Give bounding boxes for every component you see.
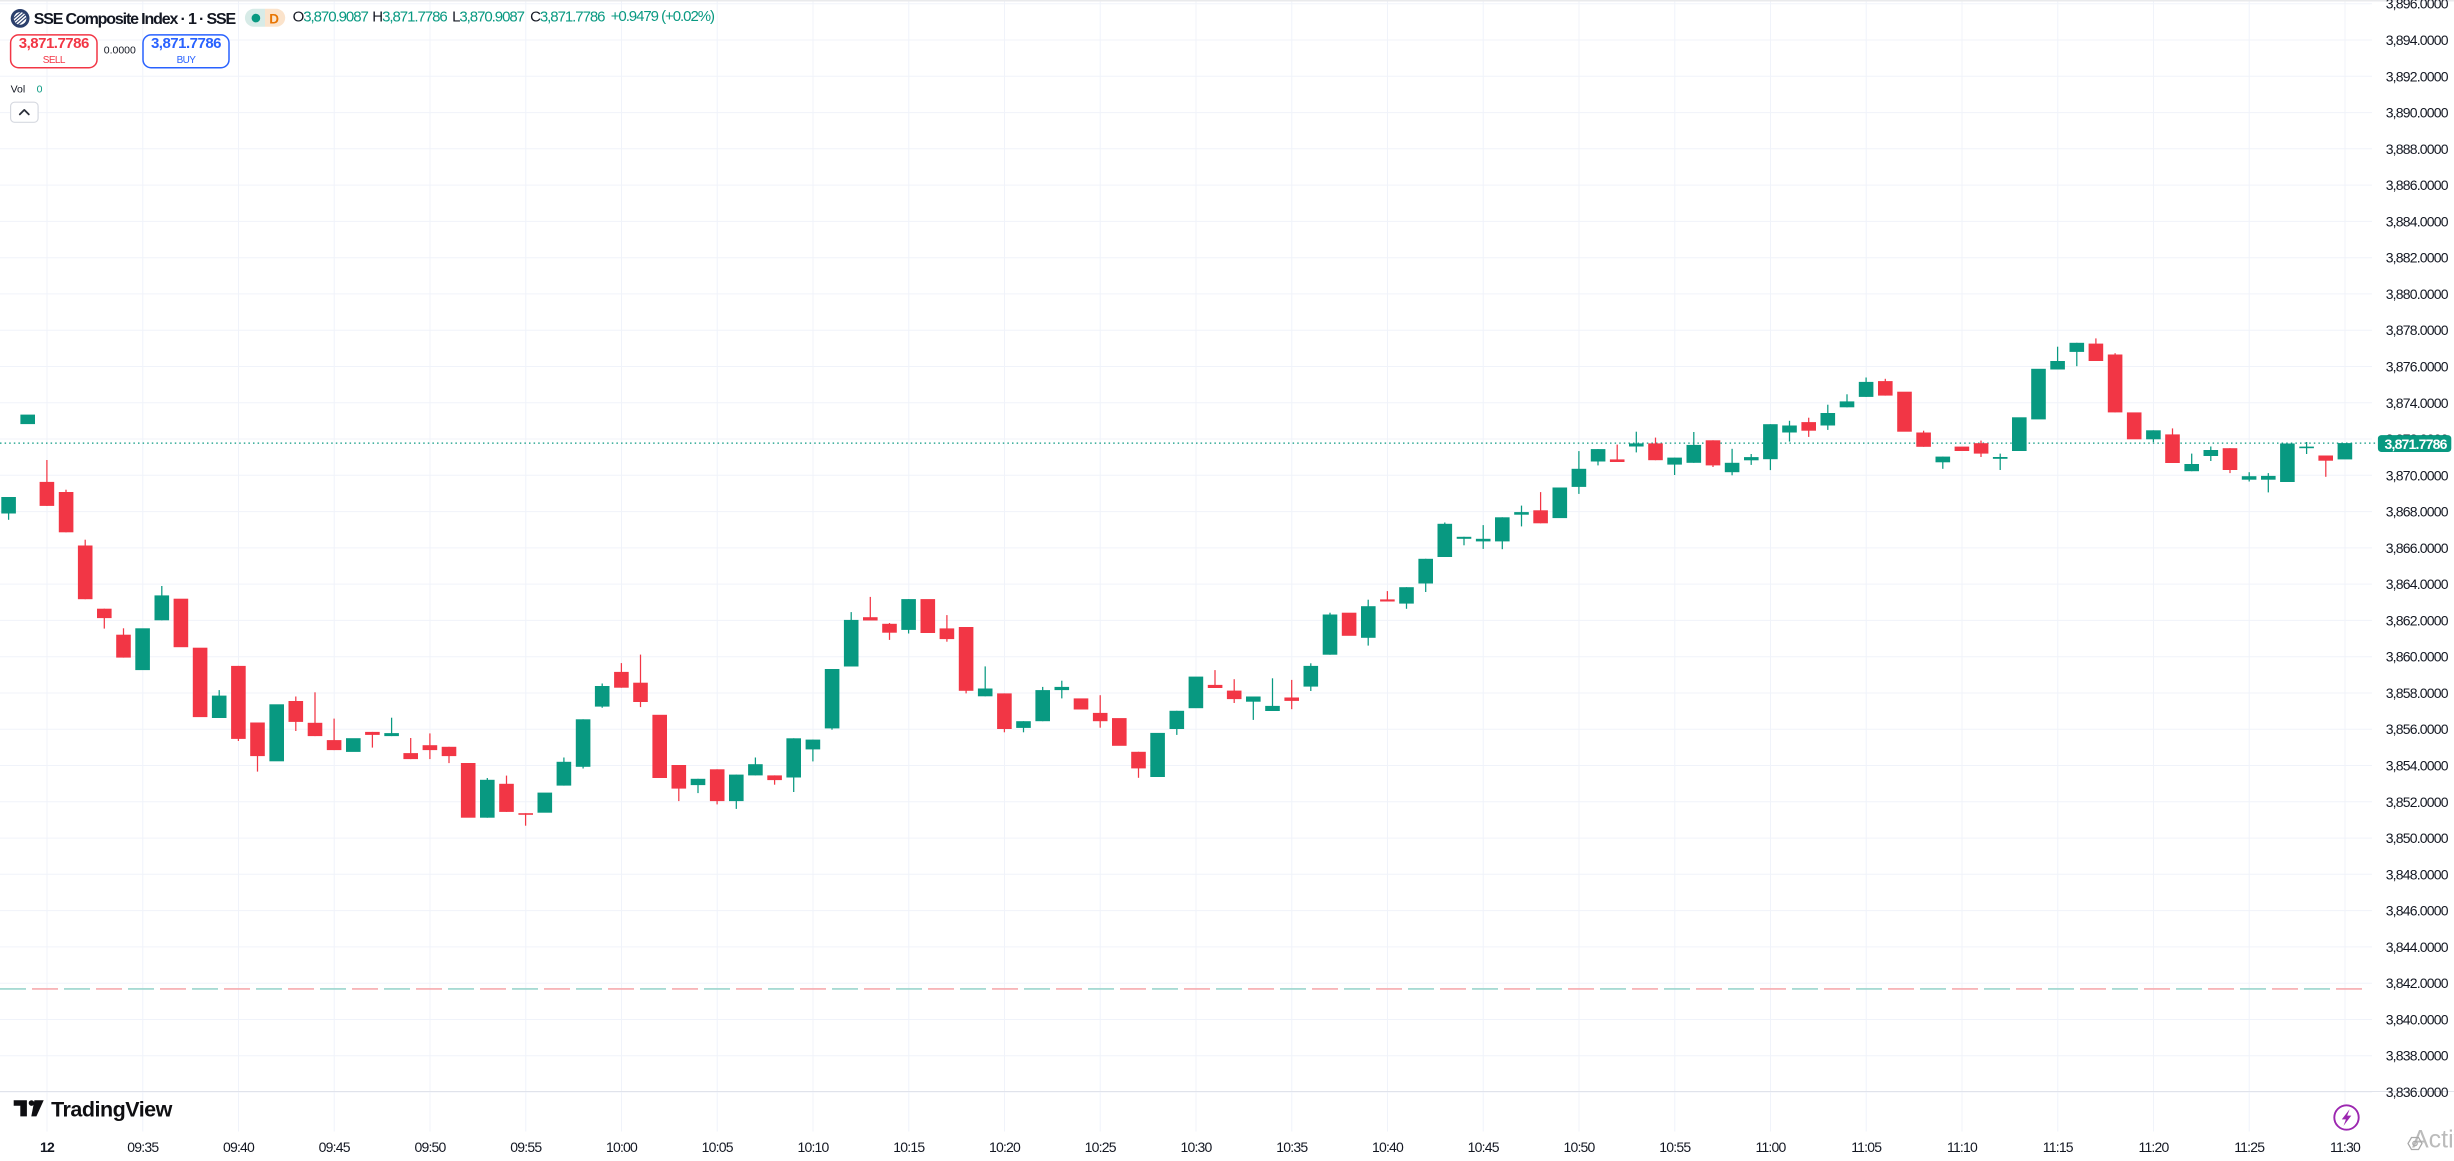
svg-text:09:40: 09:40 xyxy=(223,1139,255,1155)
svg-text:3,838.0000: 3,838.0000 xyxy=(2386,1048,2449,1064)
svg-text:D: D xyxy=(269,11,279,26)
svg-text:3,864.0000: 3,864.0000 xyxy=(2386,576,2449,592)
svg-text:3,852.0000: 3,852.0000 xyxy=(2386,794,2449,810)
svg-text:3,882.0000: 3,882.0000 xyxy=(2386,250,2449,266)
svg-text:L3,870.9087: L3,870.9087 xyxy=(452,8,525,25)
svg-text:C3,871.7786: C3,871.7786 xyxy=(530,8,605,25)
svg-text:+0.9479 (+0.02%): +0.9479 (+0.02%) xyxy=(611,8,715,25)
svg-text:11:30: 11:30 xyxy=(2330,1139,2361,1155)
svg-text:0.0000: 0.0000 xyxy=(104,45,136,57)
svg-text:12: 12 xyxy=(40,1139,55,1155)
svg-text:3,868.0000: 3,868.0000 xyxy=(2386,504,2449,520)
svg-text:11:00: 11:00 xyxy=(1756,1139,1787,1155)
svg-text:Vol: Vol xyxy=(11,83,26,95)
svg-text:3,884.0000: 3,884.0000 xyxy=(2386,213,2449,229)
svg-text:10:35: 10:35 xyxy=(1276,1139,1308,1155)
svg-text:10:50: 10:50 xyxy=(1563,1139,1595,1155)
svg-text:11:10: 11:10 xyxy=(1947,1139,1978,1155)
svg-text:3,871.7786: 3,871.7786 xyxy=(151,35,221,52)
svg-text:0: 0 xyxy=(37,83,43,95)
svg-text:H3,871.7786: H3,871.7786 xyxy=(372,8,447,25)
svg-text:11:05: 11:05 xyxy=(1851,1139,1882,1155)
svg-text:BUY: BUY xyxy=(177,55,197,66)
svg-text:3,876.0000: 3,876.0000 xyxy=(2386,359,2449,375)
svg-text:11:15: 11:15 xyxy=(2043,1139,2074,1155)
svg-text:3,850.0000: 3,850.0000 xyxy=(2386,830,2449,846)
svg-text:11:20: 11:20 xyxy=(2139,1139,2170,1155)
svg-text:09:50: 09:50 xyxy=(414,1139,446,1155)
svg-text:O3,870.9087: O3,870.9087 xyxy=(293,8,369,25)
svg-text:11:25: 11:25 xyxy=(2234,1139,2265,1155)
svg-text:10:55: 10:55 xyxy=(1659,1139,1691,1155)
svg-text:09:35: 09:35 xyxy=(127,1139,159,1155)
svg-text:3,880.0000: 3,880.0000 xyxy=(2386,286,2449,302)
svg-text:TradingView: TradingView xyxy=(51,1097,173,1121)
svg-text:3,866.0000: 3,866.0000 xyxy=(2386,540,2449,556)
svg-text:3,854.0000: 3,854.0000 xyxy=(2386,758,2449,774)
svg-text:SSE Composite Index · 1 · SSE: SSE Composite Index · 1 · SSE xyxy=(34,11,237,28)
svg-text:10:45: 10:45 xyxy=(1468,1139,1500,1155)
svg-text:3,894.0000: 3,894.0000 xyxy=(2386,32,2449,48)
svg-text:10:15: 10:15 xyxy=(893,1139,925,1155)
svg-text:3,860.0000: 3,860.0000 xyxy=(2386,649,2449,665)
svg-text:3,842.0000: 3,842.0000 xyxy=(2386,975,2449,991)
svg-text:3,856.0000: 3,856.0000 xyxy=(2386,721,2449,737)
svg-text:10:10: 10:10 xyxy=(797,1139,829,1155)
svg-text:3,871.7786: 3,871.7786 xyxy=(19,35,89,52)
svg-text:3,874.0000: 3,874.0000 xyxy=(2386,395,2449,411)
svg-text:3,888.0000: 3,888.0000 xyxy=(2386,141,2449,157)
svg-text:10:40: 10:40 xyxy=(1372,1139,1404,1155)
svg-text:3,871.7786: 3,871.7786 xyxy=(2385,436,2448,452)
svg-text:3,844.0000: 3,844.0000 xyxy=(2386,939,2449,955)
svg-text:09:55: 09:55 xyxy=(510,1139,542,1155)
svg-text:10:05: 10:05 xyxy=(702,1139,734,1155)
svg-text:3,858.0000: 3,858.0000 xyxy=(2386,685,2449,701)
svg-text:3,840.0000: 3,840.0000 xyxy=(2386,1012,2449,1028)
svg-text:09:45: 09:45 xyxy=(319,1139,351,1155)
svg-text:10:20: 10:20 xyxy=(989,1139,1021,1155)
svg-text:10:25: 10:25 xyxy=(1085,1139,1117,1155)
svg-text:10:30: 10:30 xyxy=(1180,1139,1212,1155)
svg-text:3,892.0000: 3,892.0000 xyxy=(2386,68,2449,84)
svg-text:3,870.0000: 3,870.0000 xyxy=(2386,467,2449,483)
svg-text:3,836.0000: 3,836.0000 xyxy=(2386,1084,2449,1100)
svg-text:SELL: SELL xyxy=(43,55,66,66)
svg-text:10:00: 10:00 xyxy=(606,1139,638,1155)
svg-text:3,896.0000: 3,896.0000 xyxy=(2386,0,2449,12)
svg-text:3,848.0000: 3,848.0000 xyxy=(2386,866,2449,882)
svg-text:3,862.0000: 3,862.0000 xyxy=(2386,612,2449,628)
svg-text:3,878.0000: 3,878.0000 xyxy=(2386,322,2449,338)
svg-text:3,890.0000: 3,890.0000 xyxy=(2386,105,2449,121)
svg-text:3,886.0000: 3,886.0000 xyxy=(2386,177,2449,193)
svg-text:3,846.0000: 3,846.0000 xyxy=(2386,903,2449,919)
